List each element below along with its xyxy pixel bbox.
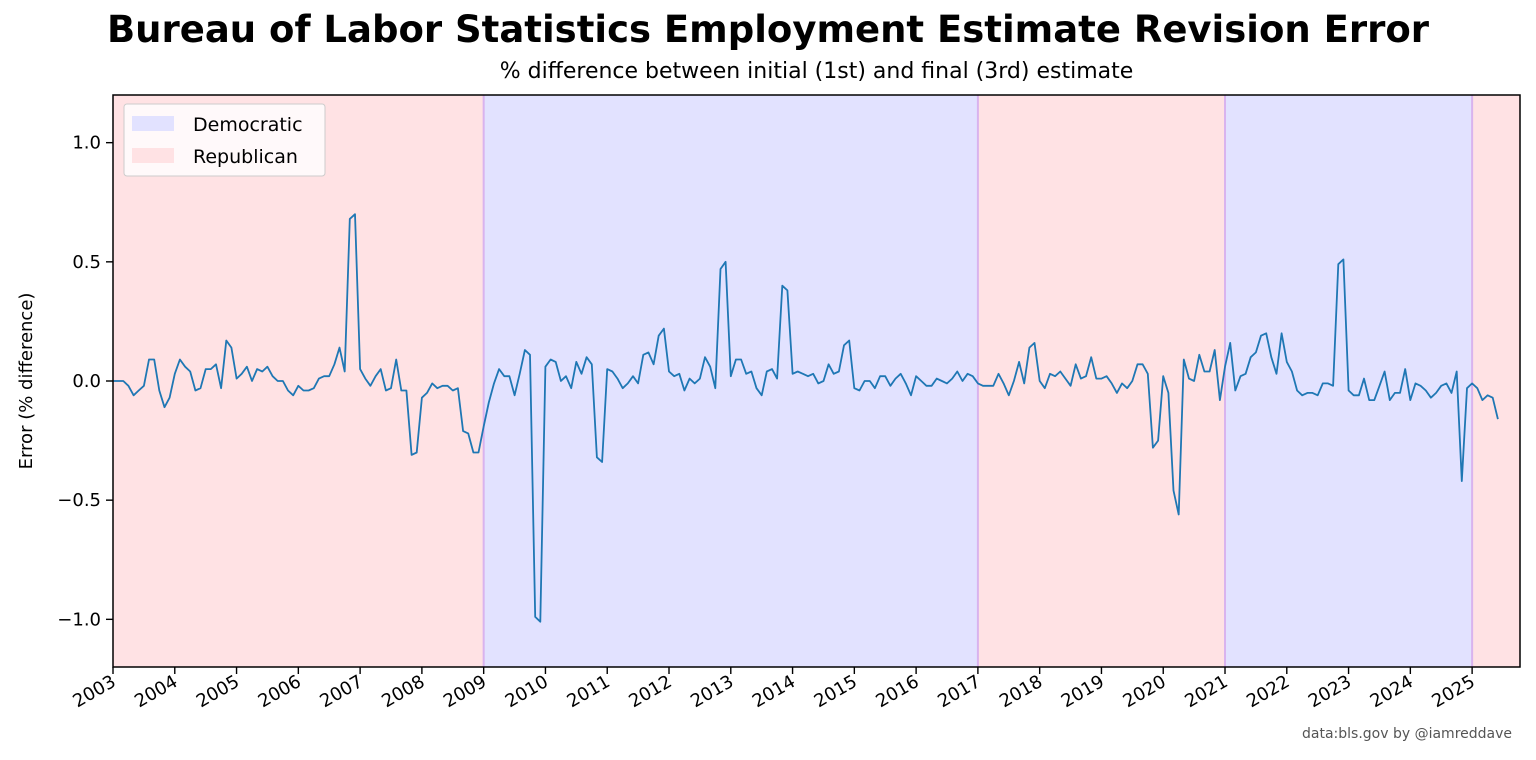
x-tick-label: 2011 <box>564 671 614 712</box>
legend-frame <box>123 103 326 177</box>
chart-title: Bureau of Labor Statistics Employment Es… <box>106 8 1430 51</box>
y-tick-label: 0.5 <box>72 252 101 273</box>
series-line-group <box>113 213 1499 623</box>
x-tick-label: 2016 <box>872 671 922 712</box>
x-tick-label: 2021 <box>1181 671 1231 712</box>
x-tick-label: 2019 <box>1058 671 1108 712</box>
x-tick-label: 2017 <box>934 671 984 712</box>
x-tick-label: 2015 <box>811 671 861 712</box>
x-tick-label: 2023 <box>1305 671 1355 712</box>
y-axis: 1.0 0.5 0.0 −0.5 −1.0 <box>57 133 113 630</box>
x-tick-label: 2003 <box>69 671 119 712</box>
y-tick-label: 1.0 <box>72 133 101 154</box>
x-tick-label: 2014 <box>749 671 799 712</box>
x-tick-label: 2009 <box>440 671 490 712</box>
x-tick-label: 2020 <box>1120 671 1170 712</box>
x-tick-label: 2004 <box>131 671 181 712</box>
x-tick-label: 2022 <box>1243 671 1293 712</box>
shade-republican-4 <box>1472 95 1520 667</box>
x-axis: 2003 2004 2005 2006 2007 2008 2009 2010 2011 2012… <box>69 667 1479 712</box>
shade-democratic-1 <box>483 95 978 667</box>
legend-label-democratic: Democratic <box>193 114 303 136</box>
x-tick-label: 2008 <box>378 671 428 712</box>
shade-republican-0 <box>113 95 484 667</box>
y-tick-label: −1.0 <box>57 609 101 630</box>
x-tick-label: 2005 <box>193 671 243 712</box>
shade-republican-2 <box>977 95 1226 667</box>
x-tick-label: 2010 <box>502 671 552 712</box>
y-axis-label: Error (% difference) <box>16 293 37 470</box>
data-credit: data:bls.gov by @iamreddave <box>1302 726 1512 742</box>
legend-label-republican: Republican <box>193 146 298 168</box>
x-tick-label: 2007 <box>316 671 366 712</box>
x-tick-label: 2024 <box>1367 671 1417 712</box>
x-tick-label: 2006 <box>255 671 305 712</box>
legend: Democratic Republican <box>123 103 326 177</box>
x-tick-label: 2013 <box>687 671 737 712</box>
y-tick-label: 0.0 <box>72 371 101 392</box>
x-tick-label: 2025 <box>1428 671 1478 712</box>
chart-subtitle: % difference between initial (1st) and f… <box>499 59 1134 84</box>
y-tick-label: −0.5 <box>57 490 101 511</box>
x-tick-label: 2018 <box>996 671 1046 712</box>
legend-swatch-democratic <box>132 116 174 131</box>
series-line-0 <box>113 213 1499 623</box>
x-tick-label: 2012 <box>625 671 675 712</box>
legend-swatch-republican <box>132 148 174 163</box>
